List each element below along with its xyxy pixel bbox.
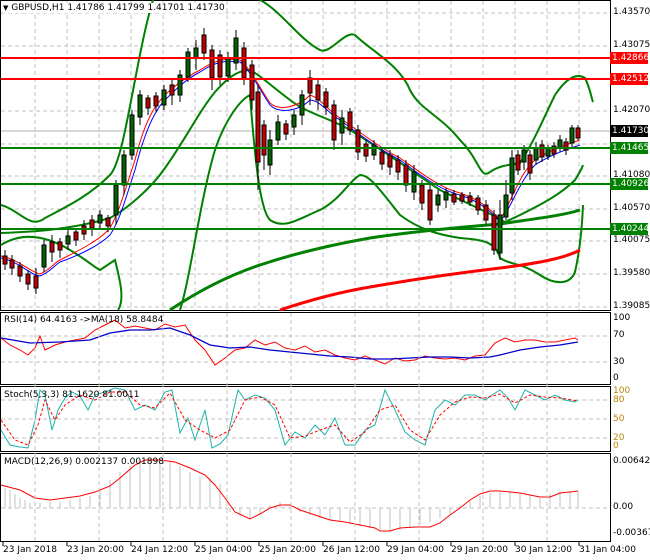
macd-tick: 0.006428 — [613, 456, 650, 466]
level-lines — [1, 57, 610, 230]
macd-tick: 0.00 — [613, 502, 634, 512]
price-tick: 1.39580 — [613, 268, 650, 278]
indicator-vertical-grid — [34, 313, 548, 541]
time-label: 29 Jan 20:00 — [451, 545, 508, 555]
rsi-tick: 100 — [613, 313, 631, 323]
stoch-label: Stoch(5,3,3) 81.1620 81.0011 — [4, 390, 140, 400]
price-tick: 1.41080 — [613, 170, 650, 180]
rsi-label: RSI(14) 64.4163 ->MA(18) 58.8484 — [4, 315, 164, 325]
rsi-pane[interactable] — [0, 312, 611, 385]
main-price-pane[interactable] — [0, 0, 611, 311]
price-tick: 1.43570 — [613, 7, 650, 17]
rsi-tick: 30 — [613, 357, 625, 367]
time-label: 23 Jan 20:00 — [67, 545, 124, 555]
price-tick: 1.40570 — [613, 203, 650, 213]
triangle-down-icon[interactable]: ▼ — [3, 4, 9, 12]
chart-header: ▼ GBPUSD,H1 1.41786 1.41799 1.41701 1.41… — [3, 3, 225, 13]
rsi-grid — [1, 335, 610, 363]
time-label: 29 Jan 04:00 — [387, 545, 444, 555]
rsi-tick: 0 — [613, 373, 619, 383]
symbol-label: GBPUSD,H1 — [11, 3, 65, 13]
time-axis-ticks — [2, 542, 580, 546]
time-label: 24 Jan 12:00 — [131, 545, 188, 555]
ohlc-values: 1.41786 1.41799 1.41701 1.41730 — [67, 3, 225, 13]
stoch-tick: 20 — [613, 433, 625, 443]
macd-tick: -0.003674 — [613, 528, 650, 538]
macd-signal-line — [0, 459, 579, 532]
long-ma-red — [279, 248, 581, 312]
stoch-signal-line — [0, 391, 579, 446]
support-tag-1: 1.41465 — [610, 142, 650, 154]
price-tick: 1.43075 — [613, 40, 650, 50]
rsi-line — [0, 319, 579, 366]
macd-pane[interactable] — [0, 453, 611, 542]
price-tick: 1.42070 — [613, 105, 650, 115]
last-price-tag: 1.41730 — [610, 125, 650, 137]
time-label: 25 Jan 04:00 — [195, 545, 252, 555]
time-label: 30 Jan 12:00 — [515, 545, 572, 555]
time-label: 26 Jan 12:00 — [323, 545, 380, 555]
time-label: 31 Jan 04:00 — [579, 545, 636, 555]
stoch-grid — [1, 399, 610, 439]
stoch-tick: 50 — [613, 414, 625, 424]
resistance-tag-2: 1.42512 — [610, 73, 650, 85]
resistance-tag-1: 1.42866 — [610, 52, 650, 64]
stoch-main-line — [0, 387, 579, 449]
macd-label: MACD(12,26,9) 0.002137 0.001898 — [4, 457, 164, 467]
stoch-tick: 0 — [613, 441, 619, 451]
rsi-ma-line — [0, 327, 579, 360]
support-tag-2: 1.40926 — [610, 178, 650, 190]
candlesticks — [2, 28, 581, 294]
stoch-tick: 80 — [613, 395, 625, 405]
price-tick: 1.40075 — [613, 235, 650, 245]
stoch-tick: 100 — [613, 386, 631, 396]
support-tag-3: 1.40244 — [610, 223, 650, 235]
long-ma-green — [169, 208, 581, 312]
time-label: 23 Jan 2018 — [3, 545, 57, 555]
price-tick: 1.39085 — [613, 301, 650, 311]
rsi-tick: 70 — [613, 330, 625, 340]
time-label: 25 Jan 20:00 — [259, 545, 316, 555]
